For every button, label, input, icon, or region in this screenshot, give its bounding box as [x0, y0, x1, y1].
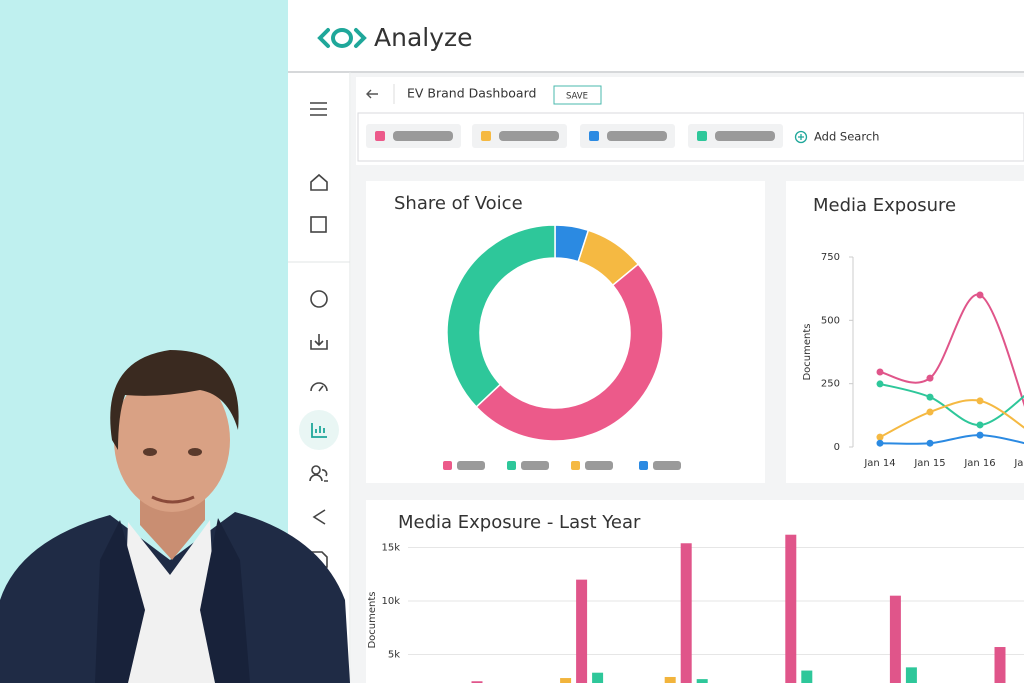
search-chips: [366, 124, 783, 148]
chip-text-placeholder: [607, 131, 667, 141]
data-point: [926, 408, 934, 416]
data-point: [926, 439, 934, 447]
data-point: [876, 380, 884, 388]
bar: [576, 579, 588, 683]
bar: [801, 670, 813, 683]
y-tick-label: 500: [821, 315, 840, 326]
bar: [664, 676, 676, 683]
bar: [592, 672, 604, 683]
download-icon[interactable]: [310, 334, 328, 350]
back-button[interactable]: [366, 89, 378, 99]
y-tick-label: 250: [821, 379, 840, 390]
y-tick-label: 5k: [388, 650, 400, 661]
chip-text-placeholder: [715, 131, 775, 141]
y-tick-label: 0: [834, 442, 840, 453]
donut-segment: [475, 263, 664, 442]
bar: [471, 681, 483, 683]
share-icon[interactable]: [312, 509, 326, 525]
legend-text-placeholder: [521, 461, 549, 470]
legend-swatch: [639, 461, 648, 470]
series-line: [879, 399, 1024, 439]
bar: [785, 534, 797, 683]
y-axis-label: Documents: [802, 323, 813, 380]
dashboard-title: EV Brand Dashboard: [407, 86, 536, 101]
y-tick-label: 750: [821, 252, 840, 263]
data-point: [926, 393, 934, 401]
legend-text-placeholder: [457, 461, 485, 470]
legend-swatch: [571, 461, 580, 470]
bar: [994, 647, 1006, 683]
data-point: [976, 431, 984, 439]
y-axis-label: Documents: [367, 591, 378, 648]
chip-text-placeholder: [393, 131, 453, 141]
active-highlight: [299, 410, 339, 450]
chip-dot: [589, 131, 599, 141]
logo: [317, 28, 367, 48]
bar: [680, 543, 692, 683]
bar: [905, 667, 917, 683]
bar: [889, 595, 901, 683]
compass-icon[interactable]: [310, 290, 328, 308]
data-point: [976, 291, 984, 299]
plots: 0 250 500 750 Jan 14 Jan 15 Jan 16 Jan 17 5k 10k 1…: [381, 224, 1024, 683]
people-icon[interactable]: [309, 465, 328, 482]
save-button[interactable]: [553, 85, 602, 105]
x-tick-label: Jan 14: [863, 458, 895, 469]
layout-icon[interactable]: [310, 216, 327, 233]
add-search-icon[interactable]: [794, 130, 808, 144]
series-line: [879, 434, 1024, 445]
data-point: [926, 374, 934, 382]
chip-dot: [481, 131, 491, 141]
donut-segment: [446, 224, 556, 408]
data-point: [876, 433, 884, 441]
card-title: Share of Voice: [394, 193, 523, 214]
legend-text-placeholder: [585, 461, 613, 470]
menu-icon[interactable]: [310, 102, 327, 116]
x-tick-label: Jan 16: [963, 458, 995, 469]
legend-swatch: [443, 461, 452, 470]
data-point: [976, 397, 984, 405]
bar: [560, 678, 572, 683]
card-title: Media Exposure - Last Year: [398, 512, 641, 533]
y-tick-label: 15k: [381, 543, 400, 554]
add-search-link[interactable]: Add Search: [814, 130, 879, 144]
data-point: [976, 421, 984, 429]
chip-dot: [697, 131, 707, 141]
save-label: SAVE: [566, 92, 588, 102]
gauge-icon[interactable]: [310, 382, 328, 392]
analytics-icon[interactable]: [311, 423, 327, 438]
x-tick-label: Jan 17: [1013, 458, 1024, 469]
sidebar-icons: [288, 102, 350, 568]
exposure-card: [786, 181, 1024, 483]
legend-swatch: [507, 461, 516, 470]
data-point: [876, 439, 884, 447]
home-icon[interactable]: [310, 173, 328, 191]
presenter-photo: [0, 350, 350, 683]
chip-text-placeholder: [499, 131, 559, 141]
x-tick-label: Jan 15: [913, 458, 945, 469]
series-line: [879, 293, 1024, 407]
y-tick-label: 10k: [381, 596, 400, 607]
legend-text-placeholder: [653, 461, 681, 470]
last-year-card: [366, 500, 1024, 683]
series-line: [879, 382, 1024, 426]
chip-dot: [375, 131, 385, 141]
card-title: Media Exposure: [813, 195, 956, 216]
bar: [696, 679, 708, 683]
brand-name: Analyze: [374, 23, 473, 52]
data-point: [876, 368, 884, 376]
